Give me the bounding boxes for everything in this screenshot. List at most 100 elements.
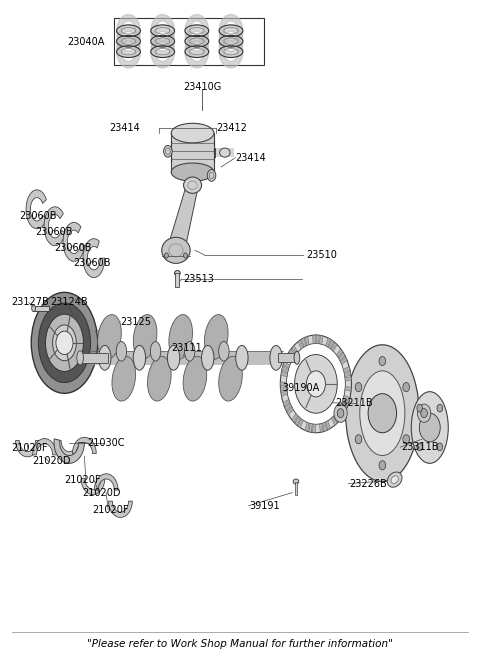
Polygon shape (289, 349, 295, 357)
Polygon shape (334, 414, 340, 422)
Polygon shape (15, 441, 39, 457)
Circle shape (355, 382, 362, 392)
Ellipse shape (391, 476, 398, 484)
Polygon shape (331, 417, 337, 425)
Ellipse shape (183, 356, 207, 401)
Circle shape (334, 404, 347, 422)
Text: 23124B: 23124B (50, 298, 88, 307)
Ellipse shape (98, 346, 111, 370)
Circle shape (379, 357, 385, 366)
Text: 21020F: 21020F (92, 505, 129, 514)
Text: 23414: 23414 (109, 123, 140, 133)
Bar (91, 351, 283, 365)
Ellipse shape (293, 479, 299, 484)
Circle shape (295, 355, 337, 413)
Text: 21020F: 21020F (64, 474, 101, 485)
Bar (114, 18, 264, 64)
Text: 23412: 23412 (216, 123, 247, 133)
Text: 23125: 23125 (120, 317, 152, 327)
Polygon shape (320, 335, 323, 344)
Polygon shape (287, 353, 293, 361)
Polygon shape (26, 190, 47, 229)
Ellipse shape (204, 315, 228, 359)
Polygon shape (33, 439, 56, 455)
Circle shape (337, 409, 344, 418)
Polygon shape (283, 361, 290, 369)
Ellipse shape (270, 346, 282, 370)
Circle shape (355, 435, 362, 444)
Polygon shape (305, 422, 309, 432)
Circle shape (437, 443, 443, 451)
Circle shape (421, 409, 427, 418)
Ellipse shape (219, 342, 229, 361)
Text: 39190A: 39190A (283, 384, 320, 394)
Text: 23226B: 23226B (349, 478, 387, 489)
Polygon shape (323, 422, 327, 432)
Polygon shape (44, 207, 65, 246)
Ellipse shape (162, 237, 190, 263)
Polygon shape (63, 223, 84, 261)
Polygon shape (301, 338, 306, 347)
Polygon shape (338, 353, 345, 361)
Text: 23211B: 23211B (335, 397, 372, 408)
Polygon shape (72, 438, 96, 453)
Text: 23127B: 23127B (12, 298, 49, 307)
Bar (278, 353, 297, 363)
Polygon shape (281, 371, 288, 376)
Ellipse shape (219, 148, 230, 157)
Circle shape (207, 170, 216, 181)
Bar (295, 482, 298, 495)
Ellipse shape (169, 315, 192, 359)
Bar (176, 273, 179, 288)
Text: 23311B: 23311B (401, 442, 439, 452)
Polygon shape (312, 335, 315, 344)
Polygon shape (298, 419, 303, 428)
Ellipse shape (133, 315, 157, 359)
Text: 23510: 23510 (306, 250, 337, 260)
Text: 23060B: 23060B (35, 227, 72, 237)
Ellipse shape (150, 342, 161, 361)
Circle shape (417, 404, 422, 412)
Polygon shape (316, 335, 319, 344)
Text: 21020F: 21020F (12, 443, 48, 453)
Polygon shape (281, 391, 288, 396)
Polygon shape (108, 501, 132, 518)
Polygon shape (292, 414, 298, 422)
Polygon shape (280, 382, 287, 386)
Ellipse shape (219, 356, 242, 401)
Ellipse shape (52, 221, 58, 231)
Text: 23513: 23513 (183, 274, 214, 284)
Polygon shape (340, 357, 347, 365)
Text: 23060B: 23060B (19, 212, 57, 221)
Ellipse shape (183, 177, 202, 193)
Text: "Please refer to Work Shop Manual for further information": "Please refer to Work Shop Manual for fu… (87, 639, 393, 650)
Ellipse shape (294, 351, 300, 365)
Polygon shape (287, 407, 293, 415)
Polygon shape (54, 439, 84, 463)
Polygon shape (345, 376, 351, 381)
Ellipse shape (168, 346, 180, 370)
Polygon shape (295, 417, 300, 425)
Ellipse shape (112, 356, 135, 401)
Ellipse shape (32, 305, 36, 311)
Ellipse shape (53, 325, 76, 361)
Polygon shape (83, 238, 105, 278)
Polygon shape (326, 420, 330, 430)
Ellipse shape (98, 315, 121, 359)
Polygon shape (329, 340, 334, 349)
Ellipse shape (133, 346, 145, 370)
Circle shape (56, 331, 73, 355)
Text: 21020D: 21020D (83, 487, 121, 497)
Polygon shape (312, 424, 315, 433)
Polygon shape (320, 424, 323, 432)
Circle shape (368, 394, 396, 433)
Text: 21020D: 21020D (32, 457, 71, 466)
Ellipse shape (411, 392, 448, 463)
Polygon shape (336, 411, 343, 419)
Text: 23060B: 23060B (54, 242, 92, 253)
Ellipse shape (171, 163, 214, 181)
Ellipse shape (72, 237, 77, 246)
Polygon shape (326, 338, 330, 347)
Circle shape (280, 335, 351, 433)
Text: 23060B: 23060B (73, 258, 110, 268)
